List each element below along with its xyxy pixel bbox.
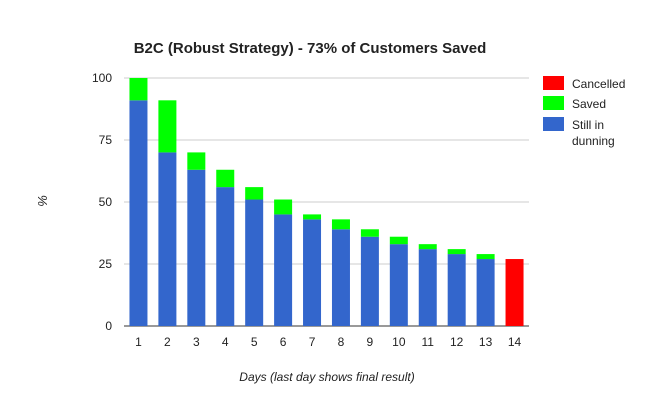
legend-label: Saved — [572, 97, 606, 111]
bar-still-in-dunning — [303, 219, 322, 326]
x-tick-labels: 1 2 3 4 5 6 7 8 9 10 11 12 13 14 — [135, 335, 521, 349]
bar-still-in-dunning — [331, 229, 350, 326]
bar-saved — [129, 78, 148, 101]
gridlines — [124, 77, 529, 327]
legend-label: Cancelled — [572, 77, 625, 91]
bar-still-in-dunning — [360, 236, 379, 326]
x-tick-label: 2 — [164, 335, 171, 349]
bar-still-in-dunning — [476, 259, 495, 326]
x-tick-label: 5 — [251, 335, 258, 349]
x-tick-label: 14 — [508, 335, 522, 349]
legend: Cancelled Saved Still in dunning — [543, 76, 625, 148]
chart-title: B2C (Robust Strategy) - 73% of Customers… — [134, 40, 487, 57]
x-tick-label: 8 — [338, 335, 345, 349]
x-tick-label: 7 — [309, 335, 316, 349]
x-tick-label: 13 — [479, 335, 493, 349]
y-tick-labels: 0 25 50 75 100 — [92, 71, 112, 333]
x-tick-label: 1 — [135, 335, 142, 349]
y-tick-label: 0 — [105, 319, 112, 333]
bar-still-in-dunning — [274, 214, 293, 326]
bar-still-in-dunning — [245, 199, 264, 326]
x-tick-label: 6 — [280, 335, 287, 349]
bar-still-in-dunning — [158, 152, 177, 326]
bar-saved — [476, 254, 495, 260]
bar-saved — [418, 244, 437, 250]
bars — [129, 78, 524, 326]
y-tick-label: 25 — [99, 257, 113, 271]
bar-saved — [447, 249, 466, 255]
bar-saved — [187, 152, 206, 170]
bar-still-in-dunning — [389, 244, 408, 326]
y-tick-label: 100 — [92, 71, 112, 85]
y-tick-label: 50 — [99, 195, 113, 209]
bar-saved — [360, 229, 379, 237]
x-tick-label: 12 — [450, 335, 464, 349]
bar-saved — [389, 236, 408, 245]
y-axis-label: % — [35, 195, 50, 207]
legend-swatch — [543, 76, 564, 90]
x-axis-label: Days (last day shows final result) — [239, 370, 414, 384]
bar-saved — [331, 219, 350, 230]
x-tick-label: 3 — [193, 335, 200, 349]
x-tick-label: 10 — [392, 335, 406, 349]
bar-still-in-dunning — [187, 169, 206, 326]
legend-swatch — [543, 117, 564, 131]
bar-still-in-dunning — [216, 187, 235, 326]
bar-still-in-dunning — [447, 254, 466, 326]
bar-still-in-dunning — [418, 249, 437, 326]
bar-saved — [274, 199, 293, 215]
legend-label: Still in dunning — [572, 118, 615, 148]
legend-swatch — [543, 96, 564, 110]
bar-saved — [216, 169, 235, 188]
bar-saved — [245, 187, 264, 200]
bar-cancelled — [505, 259, 524, 326]
bar-saved — [158, 100, 177, 153]
bar-saved — [303, 214, 322, 220]
x-tick-label: 11 — [422, 335, 435, 349]
y-tick-label: 75 — [99, 133, 113, 147]
x-tick-label: 4 — [222, 335, 229, 349]
bar-still-in-dunning — [129, 100, 148, 326]
x-tick-label: 9 — [367, 335, 374, 349]
